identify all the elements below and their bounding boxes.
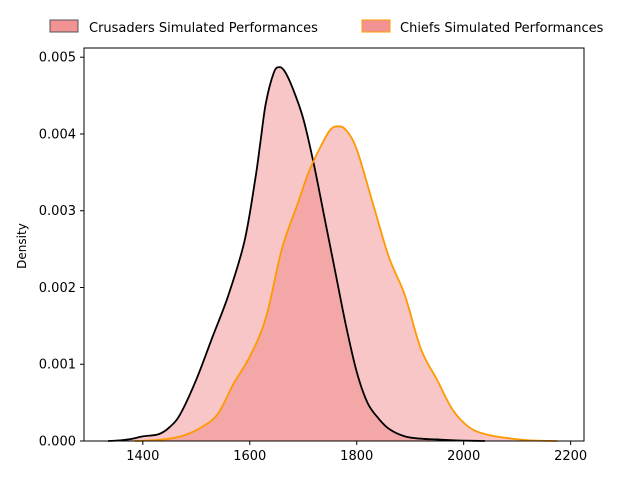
density-area-1	[134, 126, 558, 441]
plot-area	[108, 66, 558, 442]
y-tick-label: 0.005	[39, 51, 76, 66]
legend-label-chiefs: Chiefs Simulated Performances	[400, 21, 604, 36]
density-line-0	[108, 66, 486, 442]
y-tick-label: 0.002	[39, 281, 76, 296]
legend-label-crusaders: Crusaders Simulated Performances	[89, 21, 318, 36]
x-tick-label: 2200	[554, 449, 587, 464]
x-tick-label: 1400	[126, 449, 159, 464]
x-axis: 1400 1600 1800 2000 2200	[126, 441, 587, 464]
density-line-1	[134, 125, 558, 442]
density-area-0	[108, 67, 486, 441]
density-lines	[108, 66, 558, 442]
legend-swatch-chiefs	[361, 19, 391, 33]
legend-swatch-crusaders	[49, 19, 79, 33]
x-tick-label: 1600	[233, 449, 266, 464]
y-tick-label: 0.003	[39, 204, 76, 219]
y-tick-label: 0.004	[39, 127, 76, 142]
x-tick-label: 1800	[340, 449, 373, 464]
y-axis: 0.000 0.001 0.002 0.003 0.004 0.005	[39, 51, 84, 450]
plot-frame	[83, 47, 585, 442]
y-tick-label: 0.000	[39, 435, 76, 450]
x-tick-label: 2000	[447, 449, 480, 464]
legend: Crusaders Simulated Performances Chiefs …	[49, 19, 604, 36]
y-axis-label: Density	[15, 223, 29, 269]
density-fills	[108, 67, 558, 441]
y-tick-label: 0.001	[39, 358, 76, 373]
